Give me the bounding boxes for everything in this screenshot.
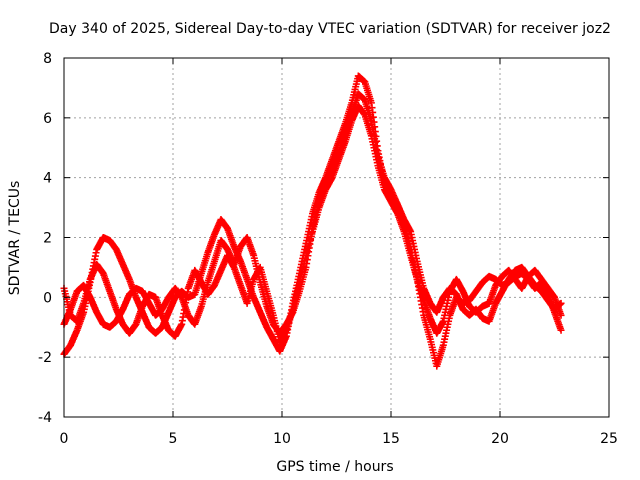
data-point-interp	[197, 304, 205, 312]
data-point-interp	[367, 130, 375, 138]
data-point-interp	[249, 250, 257, 258]
data-point-interp	[308, 230, 316, 238]
x-tick-label: 25	[600, 431, 618, 447]
x-tick-label: 0	[60, 431, 69, 447]
data-point-interp	[419, 294, 427, 302]
data-point-interp	[229, 241, 237, 249]
axis-layer: 0 5 10 15 20 25 -4 -2 0 2 4 6 8	[38, 51, 618, 447]
data-point-interp	[105, 286, 113, 294]
y-tick-label: -2	[38, 350, 52, 366]
data-point-interp	[79, 301, 87, 309]
data-point-interp	[131, 292, 139, 300]
data-point-interp	[380, 183, 388, 191]
data-point-interp	[373, 159, 381, 167]
data-point-interp	[334, 158, 342, 166]
data-point-interp	[301, 254, 309, 262]
data-point-interp	[262, 285, 270, 293]
data-point-interp	[347, 119, 355, 127]
data-point-interp	[341, 140, 349, 148]
data-point-interp	[210, 260, 218, 268]
x-tick-label: 5	[169, 431, 178, 447]
plot-layer	[60, 72, 565, 370]
data-point-interp	[269, 309, 277, 317]
x-tick-label: 10	[273, 431, 291, 447]
grid-layer	[64, 58, 609, 417]
data-point-interp	[556, 309, 564, 317]
data-point-interp	[157, 309, 165, 317]
data-point-interp	[203, 251, 211, 259]
y-axis-label: SDTVAR / TECUs	[7, 181, 23, 296]
data-point-interp	[282, 327, 290, 335]
data-point-interp	[367, 97, 375, 105]
data-point-interp	[445, 290, 453, 298]
data-point-interp	[242, 274, 250, 282]
data-point-interp	[86, 278, 94, 286]
data-point-interp	[406, 226, 414, 234]
x-axis-label: GPS time / hours	[276, 459, 393, 475]
data-point-interp	[92, 249, 100, 257]
y-tick-label: -4	[38, 410, 52, 426]
data-point-interp	[413, 273, 421, 281]
data-point-interp	[288, 307, 296, 315]
data-point-interp	[426, 333, 434, 341]
data-point-interp	[184, 288, 192, 296]
data-point-interp	[399, 226, 407, 234]
data-point-interp	[314, 206, 322, 214]
data-point-interp	[556, 324, 564, 332]
data-point-interp	[295, 281, 303, 289]
x-tick-label: 20	[491, 431, 509, 447]
data-point-interp	[72, 328, 80, 336]
data-point-interp	[236, 280, 244, 288]
y-tick-label: 2	[43, 231, 52, 247]
data-point-interp	[210, 232, 218, 240]
x-tick-label: 15	[382, 431, 400, 447]
y-tick-label: 8	[43, 51, 52, 67]
data-point-interp	[66, 309, 74, 317]
data-point-interp	[249, 278, 257, 286]
data-point-interp	[256, 265, 264, 273]
data-point-interp	[426, 312, 434, 320]
data-point-interp	[112, 304, 120, 312]
data-point-interp	[439, 318, 447, 326]
chart-title: Day 340 of 2025, Sidereal Day-to-day VTE…	[49, 21, 611, 37]
data-point-interp	[177, 321, 185, 329]
data-point-interp	[439, 343, 447, 351]
y-tick-label: 0	[43, 290, 52, 306]
y-tick-label: 4	[43, 171, 52, 187]
data-point-interp	[406, 249, 414, 257]
series-3	[60, 102, 565, 346]
y-tick-label: 6	[43, 111, 52, 127]
data-point-interp	[125, 274, 133, 282]
